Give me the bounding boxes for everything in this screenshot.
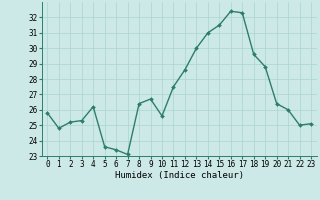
X-axis label: Humidex (Indice chaleur): Humidex (Indice chaleur) xyxy=(115,171,244,180)
